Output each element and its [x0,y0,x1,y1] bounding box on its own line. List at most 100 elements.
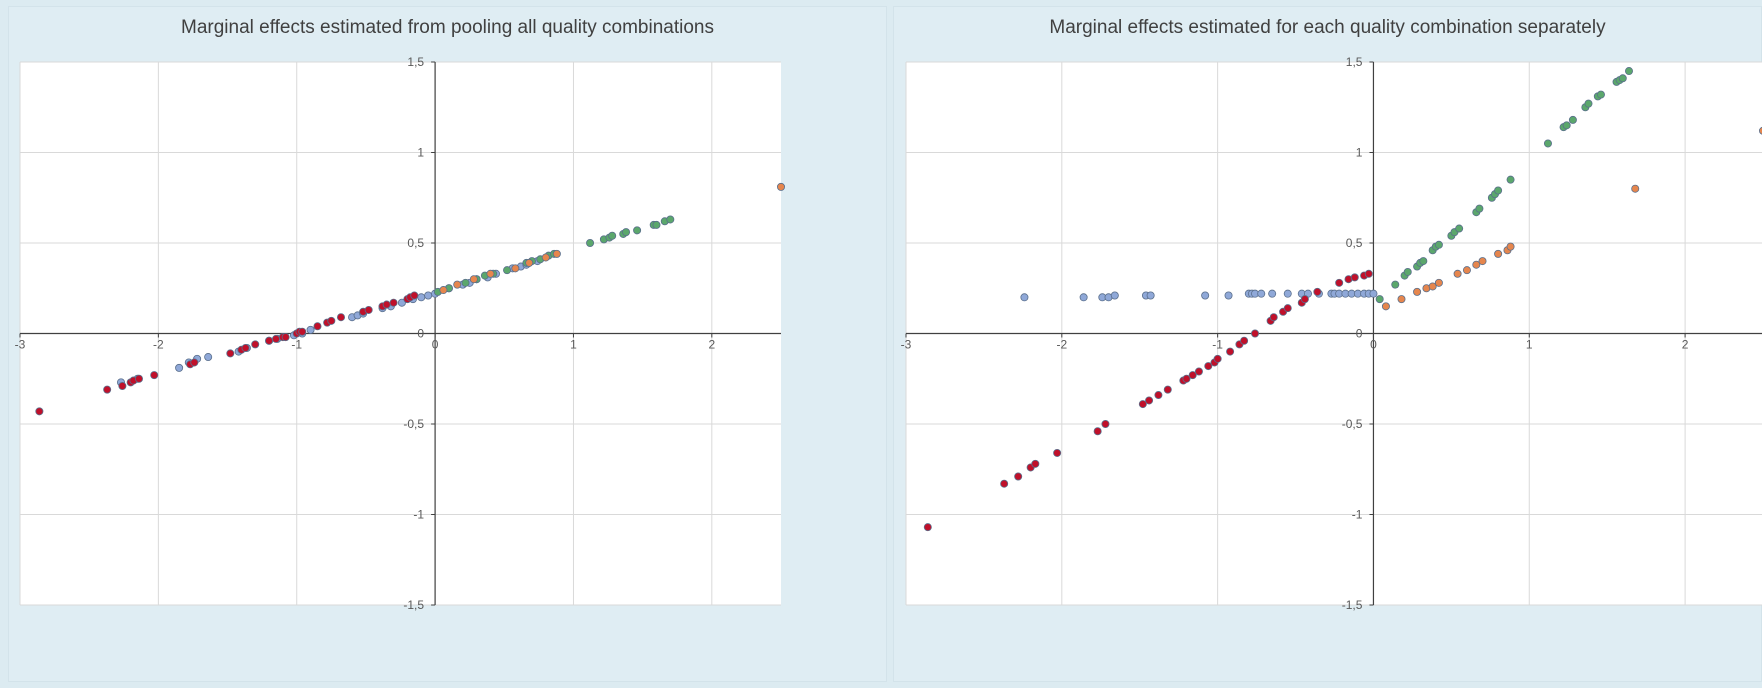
data-point [306,325,315,334]
y-tick-label: -1 [413,508,424,522]
y-tick-label: -1,5 [403,598,424,612]
y-tick-label: 1 [1356,146,1363,160]
data-point [1145,396,1154,405]
data-point [327,316,336,325]
data-point [1053,448,1062,457]
data-point [1213,354,1222,363]
data-point [1300,295,1309,304]
data-point [1138,400,1147,409]
x-tick-label: -2 [1056,338,1067,352]
data-point [439,286,448,295]
data-point [1562,121,1571,130]
data-point [1031,459,1040,468]
data-point [271,334,280,343]
data-point [666,215,675,224]
x-tick-label: 1 [1526,338,1533,352]
data-point [389,298,398,307]
data-point [410,291,419,300]
data-point [1269,313,1278,322]
data-point [1584,99,1593,108]
data-point [298,327,307,336]
data-point [1494,249,1503,258]
chart-panel-pooled: Marginal effects estimated from pooling … [8,6,887,682]
data-point [281,333,290,342]
x-tick-label: 0 [432,338,439,352]
chart-title: Marginal effects estimated from pooling … [181,17,714,38]
data-point [337,313,346,322]
data-point [633,226,642,235]
data-point [777,182,786,191]
data-point [313,322,322,331]
data-point [1391,280,1400,289]
x-tick-label: 1 [570,338,577,352]
data-point [1204,362,1213,371]
y-tick-label: 1 [417,146,424,160]
x-tick-label: -3 [15,338,26,352]
data-point [469,275,478,284]
y-tick-label: -0,5 [1342,417,1363,431]
data-point [923,523,932,532]
data-point [1428,282,1437,291]
data-point [1283,304,1292,313]
data-point [586,238,595,247]
data-point [1226,347,1235,356]
x-tick-label: 2 [1682,338,1689,352]
data-point [1110,291,1119,300]
data-point [1079,293,1088,302]
scatter-chart-separate: -3 -2 -1 0 1 2 -1,5 -1 -0,5 0 0,5 1 1,5 [901,55,1762,612]
data-point [453,280,462,289]
data-point [1568,115,1577,124]
data-point [1182,374,1191,383]
scatter-chart-pooled: -3 -2 -1 0 1 2 -1,5 -1 -0,5 0 0,5 1 1,5 [15,55,786,612]
data-point [622,228,631,237]
data-point [1146,291,1155,300]
data-point [1455,224,1464,233]
data-point [241,343,250,352]
data-point [226,349,235,358]
data-point [1188,371,1197,380]
data-point [1506,175,1515,184]
data-point [1631,184,1640,193]
data-point [1313,287,1322,296]
data-point [486,269,495,278]
data-point [1624,67,1633,76]
series-2 [439,182,786,295]
data-point [251,340,260,349]
data-point [175,363,184,372]
data-point [190,358,199,367]
data-point [1257,289,1266,298]
data-point [608,231,617,240]
data-point [1478,257,1487,266]
series-2 [1381,126,1762,311]
data-point [1759,126,1762,135]
data-point [1364,269,1373,278]
data-point [1240,336,1249,345]
data-point [1101,419,1110,428]
x-tick-label: -1 [1212,338,1223,352]
series-3 [35,291,419,416]
data-point [204,353,213,362]
y-tick-label: 0 [417,327,424,341]
data-point [1375,295,1384,304]
series-1 [1375,67,1633,304]
y-tick-label: -1 [1352,508,1363,522]
series-3 [923,269,1373,532]
data-point [1453,269,1462,278]
data-point [1283,289,1292,298]
data-point [103,385,112,394]
chart-panel-separate: Marginal effects estimated for each qual… [893,6,1762,682]
data-point [1397,295,1406,304]
y-tick-label: -0,5 [403,417,424,431]
x-tick-label: 0 [1370,338,1377,352]
data-point [382,300,391,309]
data-point [1194,367,1203,376]
data-point [1000,479,1009,488]
data-point [552,249,561,258]
x-tick-label: -1 [291,338,302,352]
x-tick-label: -2 [153,338,164,352]
data-point [1413,287,1422,296]
data-point [1201,291,1210,300]
y-tick-label: 0 [1356,327,1363,341]
y-tick-label: 1,5 [407,55,424,69]
data-point [1381,302,1390,311]
